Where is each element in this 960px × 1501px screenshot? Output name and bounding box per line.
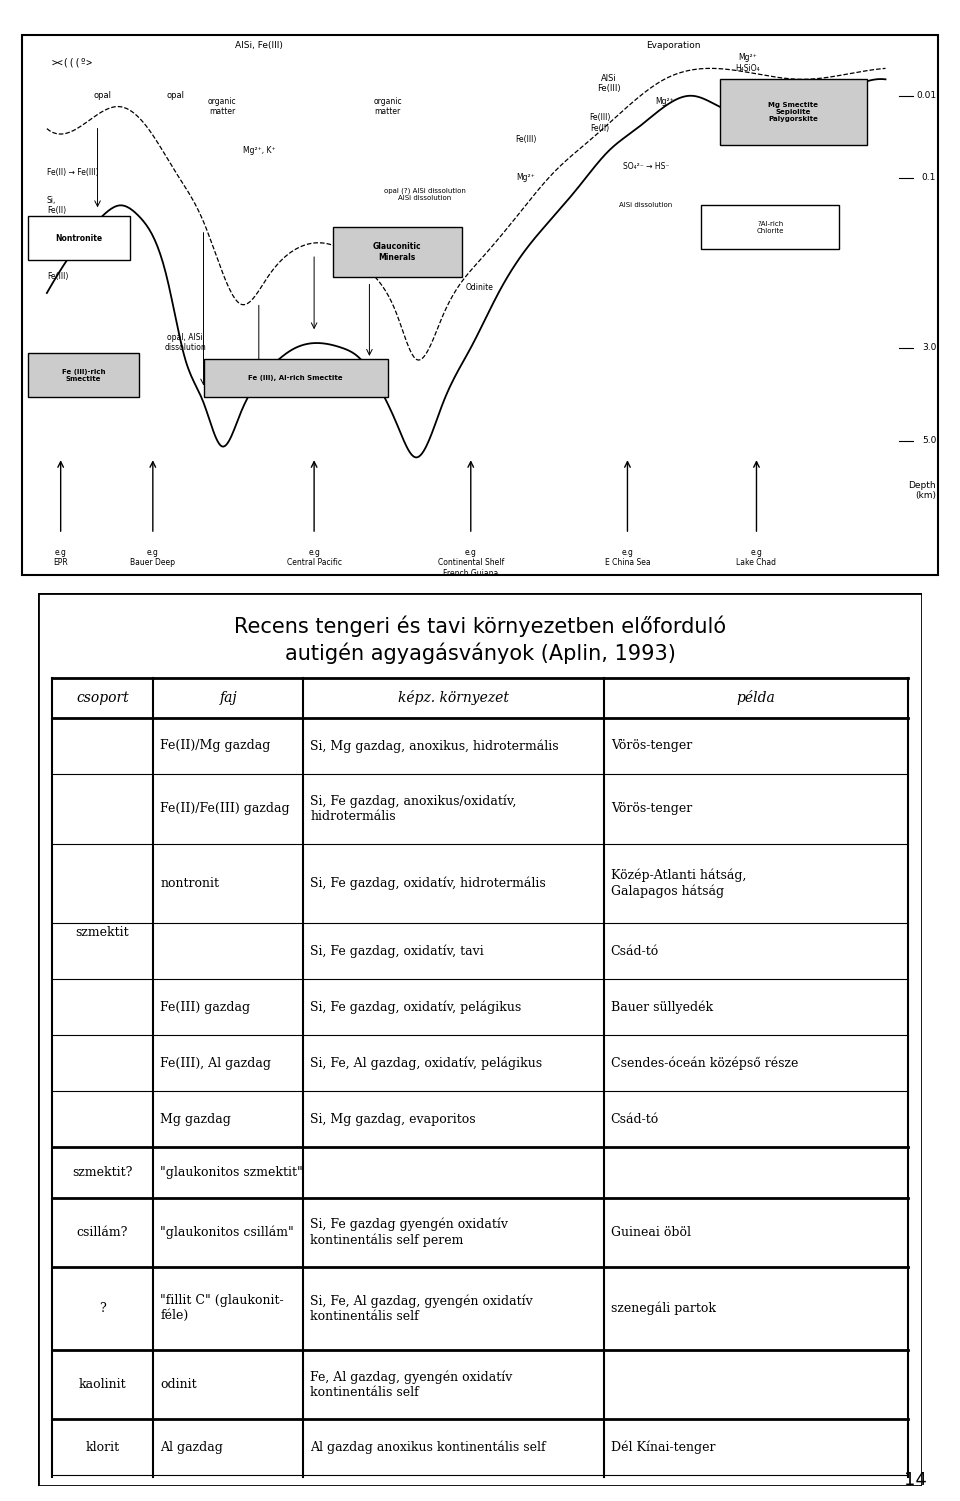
Text: Mg²⁺, K⁺: Mg²⁺, K⁺	[243, 146, 276, 155]
Text: organic
matter: organic matter	[373, 98, 402, 117]
Text: Mg²⁺: Mg²⁺	[516, 174, 536, 183]
Text: Si, Fe, Al gazdag, oxidatív, pelágikus: Si, Fe, Al gazdag, oxidatív, pelágikus	[310, 1057, 542, 1070]
Text: 3.0: 3.0	[922, 344, 936, 353]
Text: Nontronite: Nontronite	[56, 234, 103, 243]
Text: "glaukonitos szmektit": "glaukonitos szmektit"	[160, 1166, 303, 1178]
Text: Guineai öböl: Guineai öböl	[611, 1226, 690, 1238]
Text: Si,
Fe(II): Si, Fe(II)	[47, 195, 66, 215]
Text: példa: példa	[736, 690, 776, 705]
Text: szenegáli partok: szenegáli partok	[611, 1301, 716, 1315]
Bar	[204, 359, 388, 398]
Text: Si, Fe, Al gazdag, gyengén oxidatív
kontinentális self: Si, Fe, Al gazdag, gyengén oxidatív kont…	[310, 1294, 533, 1322]
Text: ?Al-rich
Chlorite: ?Al-rich Chlorite	[756, 221, 784, 234]
Text: ?: ?	[99, 1301, 106, 1315]
Text: opal (?) AlSi dissolution
AlSi dissolution: opal (?) AlSi dissolution AlSi dissoluti…	[384, 188, 466, 201]
Text: e.g
EPR: e.g EPR	[54, 548, 68, 567]
Text: 5.0: 5.0	[922, 437, 936, 446]
Text: csoport: csoport	[76, 690, 129, 705]
Text: faj: faj	[220, 690, 237, 705]
Text: e.g
E China Sea: e.g E China Sea	[605, 548, 650, 567]
Text: Fe (III), Al-rich Smectite: Fe (III), Al-rich Smectite	[249, 375, 343, 381]
Text: Fe, Al gazdag, gyengén oxidatív
kontinentális self: Fe, Al gazdag, gyengén oxidatív kontinen…	[310, 1370, 513, 1399]
Text: Si, Mg gazdag, anoxikus, hidrotermális: Si, Mg gazdag, anoxikus, hidrotermális	[310, 738, 559, 752]
Text: ><(((º>: ><(((º>	[52, 59, 92, 68]
Text: Al gazdag anoxikus kontinentális self: Al gazdag anoxikus kontinentális self	[310, 1441, 546, 1454]
Text: Fe(III), Al gazdag: Fe(III), Al gazdag	[160, 1057, 272, 1070]
Text: organic
matter: organic matter	[207, 98, 236, 117]
Text: Csendes-óceán középső része: Csendes-óceán középső része	[611, 1057, 798, 1070]
Text: 14: 14	[903, 1471, 926, 1489]
Text: Mg²⁺: Mg²⁺	[655, 96, 674, 105]
Text: nontronit: nontronit	[160, 877, 219, 890]
Text: Si, Fe gazdag, anoxikus/oxidatív,
hidrotermális: Si, Fe gazdag, anoxikus/oxidatív, hidrot…	[310, 794, 516, 823]
Bar	[29, 216, 130, 260]
Text: Recens tengeri és tavi környezetben előforduló: Recens tengeri és tavi környezetben előf…	[234, 615, 726, 636]
Text: Csád-tó: Csád-tó	[611, 944, 659, 958]
Text: Fe(III)
Fe(II): Fe(III) Fe(II)	[589, 114, 611, 134]
Text: Vörös-tenger: Vörös-tenger	[611, 740, 692, 752]
Text: SO₄²⁻ → HS⁻: SO₄²⁻ → HS⁻	[623, 162, 669, 171]
Text: opal, AlSi
dissolution: opal, AlSi dissolution	[164, 333, 206, 353]
Text: AlSi, Fe(III): AlSi, Fe(III)	[235, 41, 283, 50]
Text: Si, Fe gazdag, oxidatív, hidrotermális: Si, Fe gazdag, oxidatív, hidrotermális	[310, 877, 546, 890]
Text: Mg Smectite
Sepiolite
Palygorskite: Mg Smectite Sepiolite Palygorskite	[768, 102, 818, 122]
Bar	[332, 227, 462, 276]
Text: opal: opal	[93, 92, 111, 101]
Text: Vörös-tenger: Vörös-tenger	[611, 803, 692, 815]
Text: Fe(III): Fe(III)	[516, 135, 537, 144]
Text: kaolinit: kaolinit	[79, 1378, 127, 1391]
Text: Dél Kínai-tenger: Dél Kínai-tenger	[611, 1441, 715, 1454]
Bar	[701, 206, 839, 249]
Text: Fe(III) gazdag: Fe(III) gazdag	[160, 1001, 251, 1013]
Text: Mg gazdag: Mg gazdag	[160, 1112, 231, 1126]
Text: Al gazdag: Al gazdag	[160, 1441, 223, 1454]
Text: képz. környezet: képz. környezet	[398, 690, 509, 705]
Text: Fe(III): Fe(III)	[47, 272, 68, 281]
Text: Fe(II)/Fe(III) gazdag: Fe(II)/Fe(III) gazdag	[160, 803, 290, 815]
Text: szmektit: szmektit	[76, 926, 130, 940]
Text: e.g
Continental Shelf
French Guiana: e.g Continental Shelf French Guiana	[438, 548, 504, 578]
Text: 0.01: 0.01	[916, 92, 936, 101]
Text: opal: opal	[167, 92, 185, 101]
Text: Odinite: Odinite	[466, 284, 494, 293]
Text: csillám?: csillám?	[77, 1226, 128, 1238]
Text: Fe (III)-rich
Smectite: Fe (III)-rich Smectite	[62, 369, 106, 381]
Text: Si, Mg gazdag, evaporitos: Si, Mg gazdag, evaporitos	[310, 1112, 476, 1126]
Text: Csád-tó: Csád-tó	[611, 1112, 659, 1126]
Text: odinit: odinit	[160, 1378, 197, 1391]
Text: Bauer süllyedék: Bauer süllyedék	[611, 1000, 713, 1013]
Bar	[29, 353, 139, 398]
Text: e.g
Lake Chad: e.g Lake Chad	[736, 548, 777, 567]
Text: Si, Fe gazdag, oxidatív, pelágikus: Si, Fe gazdag, oxidatív, pelágikus	[310, 1000, 521, 1013]
Text: "fillit C" (glaukonit-
féle): "fillit C" (glaukonit- féle)	[160, 1294, 284, 1322]
Bar	[720, 80, 867, 146]
Text: Mg²⁺
H₄SiO₄: Mg²⁺ H₄SiO₄	[735, 53, 759, 72]
Text: Közép-Atlanti hátság,
Galapagos hátság: Közép-Atlanti hátság, Galapagos hátság	[611, 869, 746, 898]
Text: e.g
Central Pacific: e.g Central Pacific	[287, 548, 342, 567]
Text: szmektit?: szmektit?	[72, 1166, 132, 1178]
Text: Evaporation: Evaporation	[646, 41, 701, 50]
Text: 0.1: 0.1	[922, 174, 936, 183]
Text: AlSi dissolution: AlSi dissolution	[619, 203, 673, 209]
Text: Fe(II)/Mg gazdag: Fe(II)/Mg gazdag	[160, 740, 271, 752]
Text: Depth
(km): Depth (km)	[908, 480, 936, 500]
Text: Fe(II) → Fe(III): Fe(II) → Fe(III)	[47, 168, 99, 177]
Text: Si, Fe gazdag gyengén oxidatív
kontinentális self perem: Si, Fe gazdag gyengén oxidatív kontinent…	[310, 1217, 509, 1247]
Text: e.g
Bauer Deep: e.g Bauer Deep	[131, 548, 176, 567]
Text: klorit: klorit	[85, 1441, 119, 1454]
Text: AlSi
Fe(III): AlSi Fe(III)	[597, 74, 621, 93]
Text: Si, Fe gazdag, oxidatív, tavi: Si, Fe gazdag, oxidatív, tavi	[310, 944, 484, 958]
Text: Glauconitic
Minerals: Glauconitic Minerals	[372, 242, 421, 261]
Text: "glaukonitos csillám": "glaukonitos csillám"	[160, 1226, 294, 1240]
Text: autigén agyagásványok (Aplin, 1993): autigén agyagásványok (Aplin, 1993)	[284, 642, 676, 663]
